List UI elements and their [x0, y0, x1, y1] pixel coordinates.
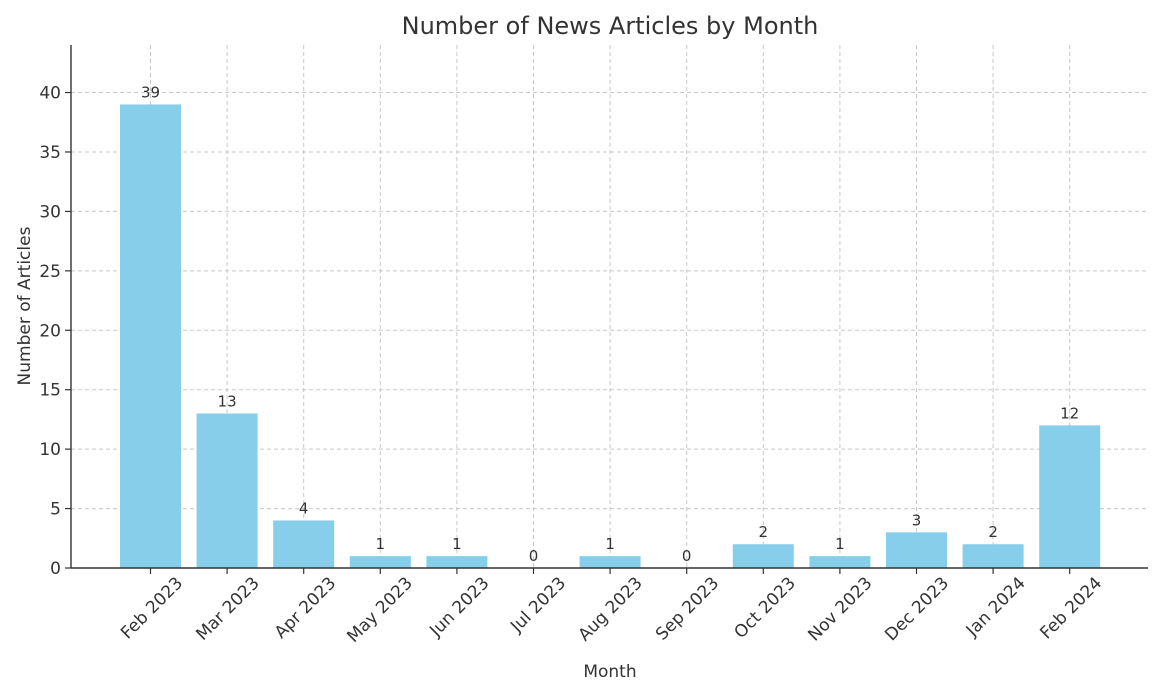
- x-tick-label: Jul 2023: [506, 573, 570, 637]
- bar-value-label: 1: [376, 535, 386, 553]
- bar-value-label: 1: [835, 535, 845, 553]
- bar-value-label: 4: [299, 499, 309, 517]
- bar: [962, 544, 1024, 568]
- y-tick-label: 15: [39, 381, 61, 401]
- bar: [579, 556, 641, 568]
- x-tick-label: Apr 2023: [271, 573, 340, 642]
- bar: [1039, 425, 1101, 568]
- y-axis-label: Number of Articles: [15, 226, 35, 385]
- bar: [732, 544, 794, 568]
- bar: [426, 556, 488, 568]
- x-tick-label: Feb 2023: [117, 573, 187, 643]
- y-tick-label: 0: [50, 559, 61, 579]
- bar-value-label: 1: [452, 535, 462, 553]
- x-tick-label: Oct 2023: [730, 573, 799, 642]
- bar: [196, 413, 258, 568]
- x-tick-label: Feb 2024: [1036, 573, 1106, 643]
- y-tick-label: 10: [39, 440, 61, 460]
- bar: [886, 532, 947, 568]
- y-tick-label: 30: [39, 202, 61, 222]
- bar: [349, 556, 411, 568]
- bars: [120, 104, 1101, 568]
- bar: [809, 556, 871, 568]
- x-tick-label: Dec 2023: [881, 573, 953, 645]
- x-tick-label: Mar 2023: [192, 573, 263, 644]
- x-tick-label: Aug 2023: [575, 573, 647, 645]
- y-tick-label: 25: [39, 262, 61, 282]
- bar-value-label: 12: [1060, 404, 1079, 422]
- grid: [71, 45, 1148, 568]
- bar-value-label: 1: [605, 535, 615, 553]
- y-tick-label: 35: [39, 143, 61, 163]
- bar-value-label: 0: [529, 547, 539, 565]
- y-tick-label: 5: [50, 500, 61, 520]
- x-axis-label: Month: [583, 662, 636, 682]
- x-tick-label: Jun 2023: [425, 573, 493, 641]
- x-tick-label: Sep 2023: [652, 573, 723, 644]
- bar: [273, 520, 335, 568]
- x-tick-label: Nov 2023: [804, 573, 876, 645]
- bar-value-label: 2: [759, 523, 769, 541]
- axes: [65, 45, 1148, 574]
- y-tick-label: 20: [39, 321, 61, 341]
- bar-value-label: 13: [218, 392, 237, 410]
- bar-value-label: 0: [682, 547, 692, 565]
- x-tick-label: May 2023: [343, 573, 416, 646]
- bar-value-label: 2: [988, 523, 998, 541]
- bar-value-label: 3: [912, 511, 922, 529]
- y-tick-label: 40: [39, 84, 61, 104]
- chart-title: Number of News Articles by Month: [402, 12, 819, 40]
- bar: [120, 104, 181, 568]
- bar-value-label: 39: [141, 83, 160, 101]
- x-tick-label: Jan 2024: [962, 573, 1030, 641]
